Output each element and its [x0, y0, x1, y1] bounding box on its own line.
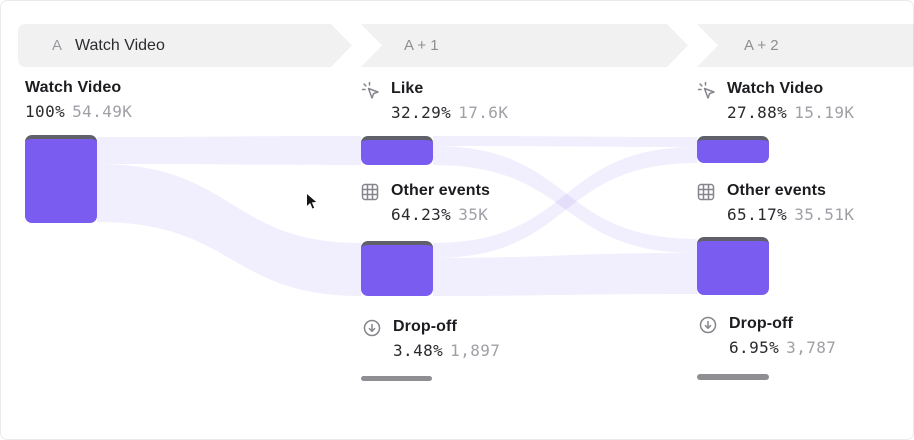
flow-ribbon-other1-watchvideo2[interactable]	[433, 147, 697, 258]
event-count: 15.19K	[794, 103, 855, 122]
mouse-cursor	[306, 192, 319, 210]
event-stats: 6.95% 3,787	[729, 338, 836, 357]
event-label-otherevents-a2[interactable]: Other events 65.17% 35.51K	[695, 181, 854, 224]
flow-ribbon-like-other2[interactable]	[433, 146, 697, 253]
dropoff-icon	[699, 316, 717, 334]
event-label-otherevents-a1[interactable]: Other events 64.23% 35K	[359, 181, 490, 224]
event-name: Other events	[391, 182, 491, 199]
step-chevron-2[interactable]	[361, 24, 688, 67]
step-event-name: Watch Video	[75, 36, 165, 54]
event-label-like-a1[interactable]: Like 32.29% 17.6K	[359, 79, 508, 122]
event-name: Drop-off	[729, 315, 793, 332]
node-otherevents-step-a1[interactable]	[361, 241, 433, 296]
event-count: 3,787	[786, 338, 837, 357]
click-icon	[361, 81, 379, 99]
step-label-a1[interactable]: A + 1	[404, 24, 439, 67]
event-label-watchvideo-a[interactable]: Watch Video 100% 54.49K	[25, 78, 132, 121]
event-count: 1,897	[450, 341, 501, 360]
step-name: A + 1	[404, 37, 439, 54]
event-label-watchvideo-a2[interactable]: Watch Video 27.88% 15.19K	[695, 79, 854, 122]
event-percent: 32.29%	[391, 103, 452, 122]
node-watchvideo-step-a2[interactable]	[697, 136, 769, 163]
step-label-a2[interactable]: A + 2	[744, 24, 779, 67]
step-chevron-3[interactable]	[697, 24, 914, 67]
node-dropoff-step-a1[interactable]	[361, 376, 432, 381]
flow-ribbon-other1-other2[interactable]	[433, 253, 697, 296]
flow-ribbon-like-watchvideo2[interactable]	[433, 136, 697, 147]
click-icon	[697, 81, 715, 99]
grid-icon	[361, 183, 379, 201]
event-name: Other events	[727, 182, 827, 199]
node-watchvideo-step-a[interactable]	[25, 135, 97, 223]
step-badge: A	[52, 37, 63, 54]
event-label-dropoff-a2[interactable]: Drop-off 6.95% 3,787	[697, 314, 836, 357]
event-count: 35.51K	[794, 205, 855, 224]
event-percent: 27.88%	[727, 103, 788, 122]
event-stats: 32.29% 17.6K	[391, 103, 508, 122]
event-count: 35K	[458, 205, 489, 224]
event-percent: 100%	[25, 102, 66, 121]
event-percent: 65.17%	[727, 205, 788, 224]
step-label-a[interactable]: A Watch Video	[52, 24, 165, 67]
event-stats: 100% 54.49K	[25, 102, 132, 121]
event-percent: 64.23%	[391, 205, 452, 224]
event-percent: 3.48%	[393, 341, 444, 360]
event-name: Watch Video	[727, 80, 824, 97]
node-otherevents-step-a2[interactable]	[697, 237, 769, 295]
node-like-step-a1[interactable]	[361, 136, 433, 165]
step-name: A + 2	[744, 37, 779, 54]
event-label-dropoff-a1[interactable]: Drop-off 3.48% 1,897	[361, 317, 500, 360]
dropoff-icon	[363, 319, 381, 337]
node-dropoff-step-a2[interactable]	[697, 374, 769, 380]
event-count: 17.6K	[458, 103, 509, 122]
flow-ribbon-watchvideo-like[interactable]	[97, 136, 361, 165]
event-percent: 6.95%	[729, 338, 780, 357]
event-count: 54.49K	[72, 102, 133, 121]
step-chevron-1[interactable]	[18, 24, 352, 67]
grid-icon	[697, 183, 715, 201]
event-name: Watch Video	[25, 79, 122, 96]
flow-ribbon-watchvideo-other1[interactable]	[97, 164, 361, 296]
event-name: Drop-off	[393, 318, 457, 335]
step-header-band	[18, 24, 914, 67]
event-stats: 64.23% 35K	[391, 205, 490, 224]
event-stats: 27.88% 15.19K	[727, 103, 854, 122]
event-stats: 3.48% 1,897	[393, 341, 500, 360]
event-stats: 65.17% 35.51K	[727, 205, 854, 224]
event-name: Like	[391, 80, 424, 97]
